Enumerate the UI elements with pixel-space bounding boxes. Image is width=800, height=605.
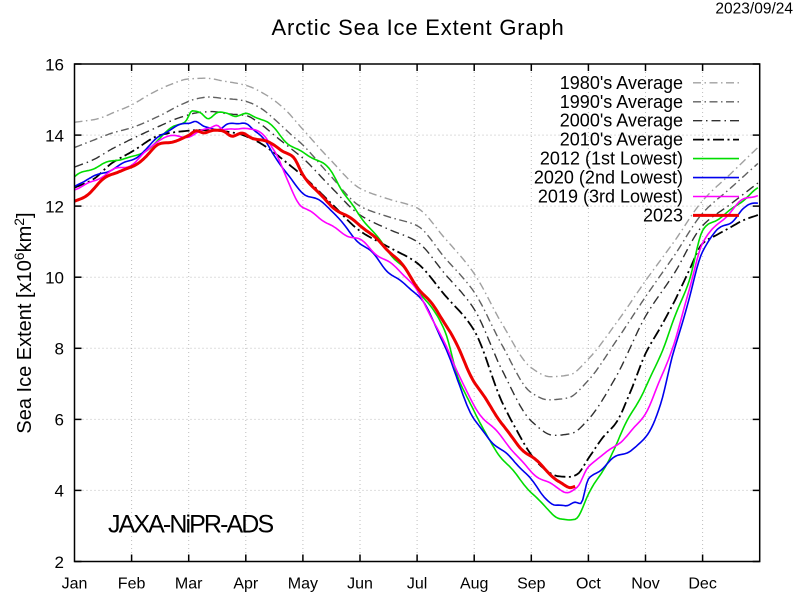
svg-text:JAXA-NiPR-ADS: JAXA-NiPR-ADS <box>108 511 273 539</box>
svg-text:2012 (1st Lowest): 2012 (1st Lowest) <box>540 149 683 169</box>
svg-text:1980's Average: 1980's Average <box>560 73 683 93</box>
svg-text:Jul: Jul <box>407 576 427 593</box>
svg-text:14: 14 <box>45 126 64 145</box>
svg-text:Jan: Jan <box>62 576 88 593</box>
svg-text:Mar: Mar <box>175 576 203 593</box>
svg-text:Sep: Sep <box>517 576 546 593</box>
svg-text:Arctic Sea Ice Extent Graph: Arctic Sea Ice Extent Graph <box>271 15 564 40</box>
svg-text:8: 8 <box>55 340 64 359</box>
svg-text:Sea Ice Extent [x106km2]: Sea Ice Extent [x106km2] <box>11 212 36 433</box>
svg-text:2019 (3rd Lowest): 2019 (3rd Lowest) <box>538 187 683 207</box>
svg-text:2023/09/24: 2023/09/24 <box>715 1 793 18</box>
svg-text:2000's Average: 2000's Average <box>560 111 683 131</box>
svg-text:2010's Average: 2010's Average <box>560 130 683 150</box>
svg-text:Aug: Aug <box>460 576 488 593</box>
svg-text:Jun: Jun <box>347 576 373 593</box>
svg-text:16: 16 <box>45 55 64 74</box>
svg-text:2020 (2nd Lowest): 2020 (2nd Lowest) <box>534 168 683 188</box>
svg-text:Dec: Dec <box>688 576 716 593</box>
svg-text:4: 4 <box>55 482 64 501</box>
svg-text:Feb: Feb <box>118 576 146 593</box>
svg-text:12: 12 <box>45 197 64 216</box>
svg-text:2: 2 <box>55 553 64 572</box>
svg-text:6: 6 <box>55 411 64 430</box>
svg-text:Nov: Nov <box>631 576 659 593</box>
svg-text:Apr: Apr <box>233 576 259 593</box>
svg-text:May: May <box>288 576 318 593</box>
svg-text:10: 10 <box>45 269 64 288</box>
svg-text:1990's Average: 1990's Average <box>560 92 683 112</box>
svg-text:Oct: Oct <box>576 576 601 593</box>
svg-text:2023: 2023 <box>643 205 683 225</box>
